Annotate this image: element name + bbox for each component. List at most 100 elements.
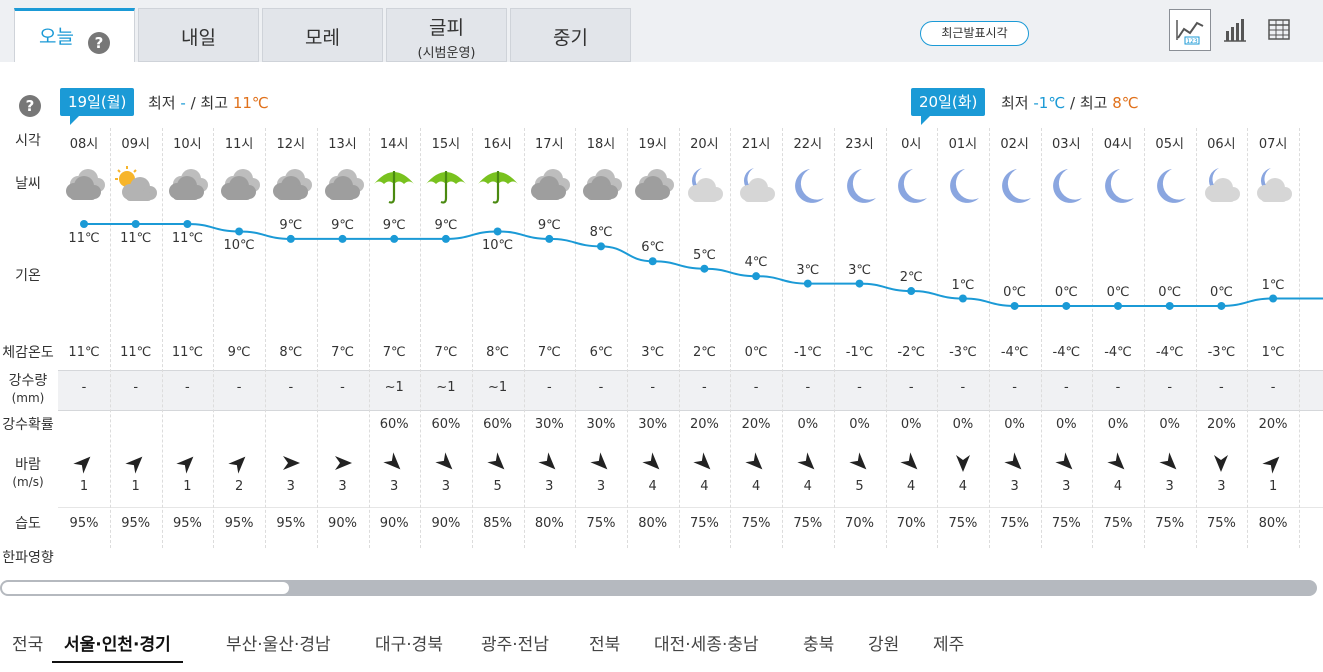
feels-like-value: 11℃ xyxy=(68,345,100,360)
partly-cloudy-icon xyxy=(110,166,162,208)
hour-label: 01시 xyxy=(948,137,978,152)
temperature-value: 3℃ xyxy=(848,262,871,278)
wind-speed-value: 3 xyxy=(1217,479,1226,494)
wind-speed-value: 1 xyxy=(1268,479,1278,494)
humidity-value: 75% xyxy=(1206,516,1236,531)
rain-icon xyxy=(472,166,524,212)
column-divider xyxy=(420,128,422,548)
feels-like-value: 7℃ xyxy=(382,345,406,360)
tab-third-day[interactable]: 글피 (시범운영) xyxy=(386,8,507,62)
wind-direction-icon xyxy=(472,452,524,478)
feels-like-value: -4℃ xyxy=(1104,345,1132,360)
region-tab[interactable]: 강원 xyxy=(868,635,900,655)
rain-probability-value: 20% xyxy=(741,417,771,432)
rain-amount-value: - xyxy=(288,380,294,395)
temperature-point xyxy=(907,287,916,296)
day2-min-label: 최저 xyxy=(1001,94,1029,112)
column-divider xyxy=(937,128,939,548)
rain-amount-value: - xyxy=(1115,380,1121,395)
row-label-prob: 강수확률 xyxy=(2,417,54,433)
feels-like-value: -3℃ xyxy=(949,345,977,360)
wind-speed-value: 5 xyxy=(493,479,502,494)
feels-like-value: -4℃ xyxy=(1052,345,1081,360)
temperature-value: 0℃ xyxy=(1106,284,1130,300)
wind-direction-icon xyxy=(885,452,937,478)
wind-speed-value: 3 xyxy=(545,479,554,494)
hour-label: 15시 xyxy=(431,137,461,152)
column-divider xyxy=(1092,128,1094,548)
rain-amount-value: - xyxy=(185,380,190,395)
temperature-value: 5℃ xyxy=(692,247,716,263)
region-tab[interactable]: 부산·울산·경남 xyxy=(226,635,331,655)
wind-direction-icon xyxy=(1247,452,1299,478)
recent-announcement-button[interactable]: 최근발표시각 xyxy=(920,21,1029,46)
temperature-point xyxy=(545,234,554,243)
region-tab[interactable]: 광주·전남 xyxy=(481,635,549,655)
region-tab[interactable]: 대전·세종·충남 xyxy=(654,635,759,655)
region-tab[interactable]: 충북 xyxy=(803,635,835,655)
cloudy-icon xyxy=(575,166,627,208)
day2-min-value: -1℃ xyxy=(1033,94,1066,112)
rain-amount-value: - xyxy=(650,380,656,395)
scrollbar-thumb[interactable] xyxy=(2,582,289,594)
row-label-time: 시각 xyxy=(15,133,41,149)
column-divider xyxy=(988,128,990,548)
graph-view-button[interactable]: 123 xyxy=(1169,9,1211,51)
feels-like-value: 7℃ xyxy=(537,345,561,360)
hour-label: 19시 xyxy=(638,137,667,152)
hour-label: 12시 xyxy=(276,137,306,152)
rain-probability-value: 0% xyxy=(1004,417,1025,432)
table-view-button[interactable] xyxy=(1259,9,1301,51)
tab-midterm[interactable]: 중기 xyxy=(510,8,631,62)
region-tab[interactable]: 서울·인천·경기 xyxy=(52,630,183,663)
feels-like-value: 9℃ xyxy=(227,345,251,360)
feels-like-value: 8℃ xyxy=(279,345,303,360)
moon-icon xyxy=(885,166,937,210)
rain-amount-value: - xyxy=(598,380,604,395)
rain-amount-value: - xyxy=(1167,380,1173,395)
hour-label: 07시 xyxy=(1258,137,1288,152)
tab-today[interactable]: 오늘 ? xyxy=(14,8,135,62)
wind-direction-icon xyxy=(1040,452,1092,478)
day2-minmax: 최저 -1℃ / 최고 8℃ xyxy=(1001,94,1139,112)
temperature-value: 8℃ xyxy=(589,225,613,241)
feels-like-value: -1℃ xyxy=(794,345,822,360)
temperature-point xyxy=(648,257,657,266)
tab-day-after-label: 모레 xyxy=(305,27,340,49)
feels-like-value: 2℃ xyxy=(692,345,716,360)
feels-like-value: 7℃ xyxy=(434,345,458,360)
bar-view-button[interactable] xyxy=(1214,9,1256,51)
tab-tomorrow[interactable]: 내일 xyxy=(138,8,259,62)
tab-day-after[interactable]: 모레 xyxy=(262,8,383,62)
rain-amount-value: ~1 xyxy=(436,380,456,395)
humidity-value: 70% xyxy=(896,516,926,531)
humidity-value: 95% xyxy=(276,516,306,531)
tab-third-day-sub: (시범운영) xyxy=(417,46,476,61)
night-cloudy-icon xyxy=(1247,166,1299,210)
horizontal-scrollbar[interactable] xyxy=(0,580,1317,596)
feels-like-value: -4℃ xyxy=(1000,345,1029,360)
cloudy-icon xyxy=(213,166,265,208)
column-divider xyxy=(110,128,111,548)
temperature-point xyxy=(1165,301,1174,310)
region-tab[interactable]: 대구·경북 xyxy=(375,635,443,655)
feels-like-value: -3℃ xyxy=(1207,345,1236,360)
cloudy-icon xyxy=(523,166,575,208)
column-divider xyxy=(782,128,784,548)
humidity-value: 90% xyxy=(431,516,461,531)
hour-label: 13시 xyxy=(328,137,357,152)
hour-label: 17시 xyxy=(535,137,564,152)
rain-probability-value: 0% xyxy=(797,417,819,432)
region-tab[interactable]: 전북 xyxy=(589,635,621,655)
hour-label: 16시 xyxy=(483,137,512,152)
humidity-value: 90% xyxy=(328,516,357,531)
region-tab[interactable]: 제주 xyxy=(933,635,965,655)
moon-icon xyxy=(1092,166,1144,210)
help-icon[interactable]: ? xyxy=(88,31,110,54)
row-help-icon[interactable]: ? xyxy=(19,95,41,117)
rain-amount-value: - xyxy=(340,380,345,395)
region-tab[interactable]: 전국 xyxy=(12,635,44,655)
cloudy-icon xyxy=(58,166,110,208)
wind-direction-icon xyxy=(1144,452,1196,478)
wind-speed-value: 3 xyxy=(1165,479,1174,494)
